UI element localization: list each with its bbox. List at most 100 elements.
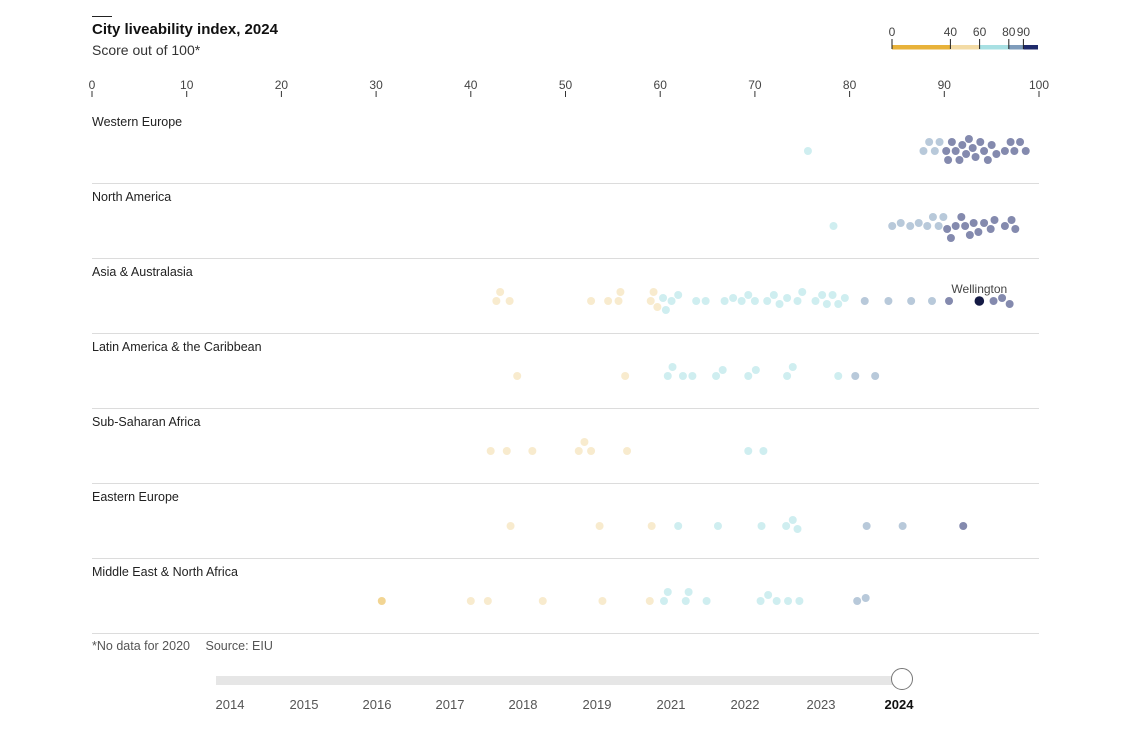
city-point[interactable] <box>1021 147 1030 155</box>
city-point[interactable] <box>659 597 668 605</box>
city-point[interactable] <box>788 516 797 524</box>
year-slider[interactable]: 2014 2015 2016 2017 2018 2019 2021 2022 … <box>0 660 1129 730</box>
city-point[interactable] <box>793 525 802 533</box>
city-point[interactable] <box>853 597 862 605</box>
year-label[interactable]: 2019 <box>582 697 612 712</box>
city-point[interactable] <box>496 288 505 296</box>
city-point[interactable] <box>955 156 964 164</box>
city-point[interactable] <box>1016 138 1025 146</box>
city-point[interactable] <box>757 522 766 530</box>
city-point[interactable] <box>946 234 955 242</box>
city-point[interactable] <box>466 597 475 605</box>
city-point[interactable] <box>769 291 778 299</box>
city-point[interactable] <box>668 363 677 371</box>
city-point[interactable] <box>798 288 807 296</box>
city-point[interactable] <box>712 372 721 380</box>
city-point[interactable] <box>744 447 753 455</box>
city-point[interactable] <box>828 291 837 299</box>
city-point[interactable] <box>604 297 613 305</box>
city-point[interactable] <box>492 297 501 305</box>
city-point[interactable] <box>907 297 916 305</box>
city-point[interactable] <box>969 219 978 227</box>
city-point[interactable] <box>1006 138 1015 146</box>
city-point[interactable] <box>646 297 655 305</box>
city-point[interactable] <box>957 213 966 221</box>
city-point[interactable] <box>961 222 970 230</box>
city-point[interactable] <box>927 297 936 305</box>
city-point[interactable] <box>834 300 843 308</box>
city-point[interactable] <box>513 372 522 380</box>
city-point[interactable] <box>538 597 547 605</box>
city-point[interactable] <box>860 297 869 305</box>
city-point[interactable] <box>935 138 944 146</box>
city-point[interactable] <box>793 297 802 305</box>
city-point[interactable] <box>756 597 765 605</box>
city-point[interactable] <box>684 588 693 596</box>
city-point[interactable] <box>621 372 630 380</box>
year-label[interactable]: 2018 <box>508 697 538 712</box>
city-point[interactable] <box>884 297 893 305</box>
city-point[interactable] <box>659 294 668 302</box>
city-point[interactable] <box>919 147 928 155</box>
city-point[interactable] <box>986 225 995 233</box>
city-point[interactable] <box>871 372 880 380</box>
year-label[interactable]: 2014 <box>215 697 245 712</box>
city-point[interactable] <box>829 222 838 230</box>
city-point[interactable] <box>377 597 386 605</box>
city-point[interactable] <box>923 222 932 230</box>
city-point[interactable] <box>943 225 952 233</box>
city-point[interactable] <box>834 372 843 380</box>
city-point[interactable] <box>751 366 760 374</box>
city-point[interactable] <box>934 222 943 230</box>
city-point[interactable] <box>729 294 738 302</box>
city-point[interactable] <box>645 597 654 605</box>
city-point[interactable] <box>784 597 793 605</box>
year-label[interactable]: 2015 <box>289 697 319 712</box>
city-point[interactable] <box>958 141 967 149</box>
city-point[interactable] <box>574 447 583 455</box>
city-point[interactable] <box>930 147 939 155</box>
city-point[interactable] <box>1007 216 1016 224</box>
city-point[interactable] <box>989 297 998 305</box>
city-point[interactable] <box>987 141 996 149</box>
city-point[interactable] <box>674 291 683 299</box>
city-point[interactable] <box>971 153 980 161</box>
city-point[interactable] <box>980 147 989 155</box>
city-point[interactable] <box>528 447 537 455</box>
city-point[interactable] <box>763 297 772 305</box>
city-point[interactable] <box>663 372 672 380</box>
city-point[interactable] <box>974 228 983 236</box>
city-point[interactable] <box>998 294 1007 302</box>
city-point[interactable] <box>951 222 960 230</box>
city-point[interactable] <box>663 588 672 596</box>
city-point[interactable] <box>713 522 722 530</box>
city-point[interactable] <box>888 222 897 230</box>
city-point[interactable] <box>744 291 753 299</box>
city-point[interactable] <box>939 213 948 221</box>
city-point[interactable] <box>964 135 973 143</box>
city-point[interactable] <box>851 372 860 380</box>
city-point[interactable] <box>983 156 992 164</box>
city-point[interactable] <box>661 306 670 314</box>
city-point[interactable] <box>795 597 804 605</box>
city-point[interactable] <box>925 138 934 146</box>
city-point[interactable] <box>898 522 907 530</box>
city-point[interactable] <box>667 297 676 305</box>
city-point-highlight[interactable] <box>974 296 985 306</box>
city-point[interactable] <box>775 300 784 308</box>
city-point[interactable] <box>1000 222 1009 230</box>
city-point[interactable] <box>862 522 871 530</box>
city-point[interactable] <box>506 522 515 530</box>
city-point[interactable] <box>692 297 701 305</box>
city-point[interactable] <box>942 147 951 155</box>
city-point[interactable] <box>502 447 511 455</box>
city-point[interactable] <box>947 138 956 146</box>
city-point[interactable] <box>759 447 768 455</box>
city-point[interactable] <box>896 219 905 227</box>
city-point[interactable] <box>1010 147 1019 155</box>
city-point[interactable] <box>744 372 753 380</box>
city-point[interactable] <box>990 216 999 224</box>
city-point[interactable] <box>678 372 687 380</box>
city-point[interactable] <box>688 372 697 380</box>
city-point[interactable] <box>822 300 831 308</box>
